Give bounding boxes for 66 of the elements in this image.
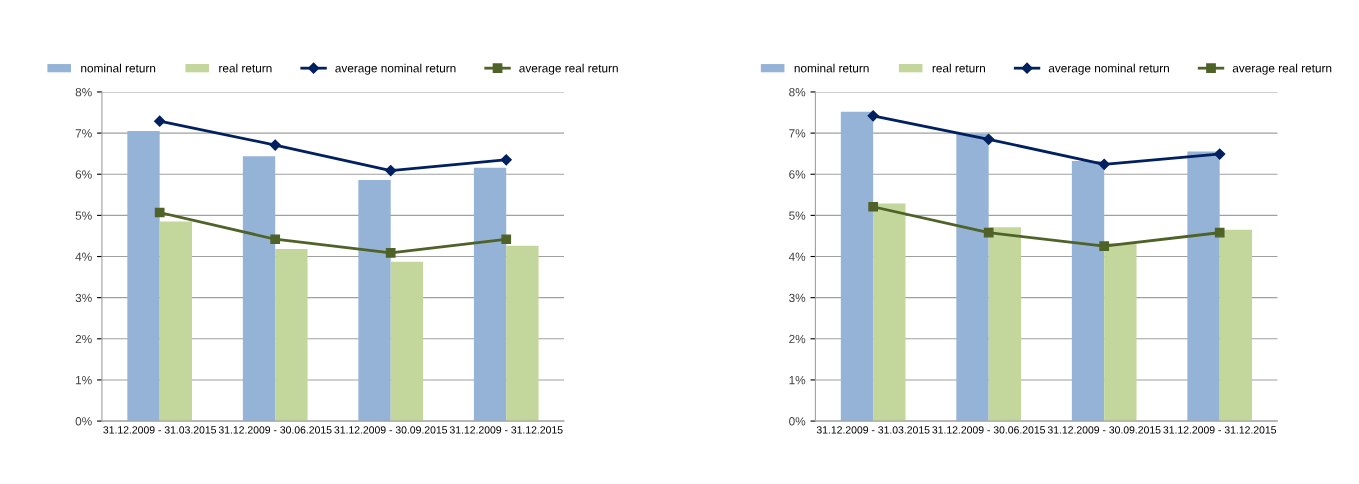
x-tick-label: 31.12.2009 - 30.06.2015: [932, 426, 1045, 434]
bar: [1219, 229, 1253, 422]
bar: [840, 111, 874, 422]
y-tick-label: 5%: [789, 211, 806, 220]
bar: [506, 245, 539, 422]
point: [983, 133, 995, 145]
bar: [275, 249, 308, 422]
y-tick-label: 6%: [789, 170, 806, 179]
point: [500, 154, 512, 166]
point: [154, 207, 165, 218]
legend-label: real return: [219, 63, 272, 73]
legend-label: average nominal return: [335, 63, 456, 75]
bar: [1071, 161, 1105, 422]
y-tick-label: 4%: [788, 252, 806, 261]
y-tick-label: 2%: [75, 334, 92, 344]
bar: [159, 221, 193, 422]
y-tick-label: 8%: [75, 87, 92, 97]
y-tick-label: 2%: [789, 334, 806, 344]
x-tick-label: 31.12.2009 - 30.09.2015: [1047, 426, 1161, 434]
x-tick-label: 31.12.2009 - 31.03.2015: [816, 426, 930, 434]
legend-label: average real return: [1232, 63, 1332, 75]
bar: [988, 227, 1022, 422]
y-tick-label: 4%: [75, 252, 92, 261]
bar: [1104, 242, 1137, 422]
bar: [242, 156, 276, 422]
bar: [956, 133, 989, 422]
point: [269, 139, 281, 151]
x-tick-label: 31.12.2009 - 30.09.2015: [334, 426, 448, 434]
bar: [127, 131, 160, 422]
bar: [1187, 151, 1220, 422]
point: [385, 164, 397, 177]
point: [154, 115, 166, 127]
x-tick-label: 31.12.2009 - 31.12.2015: [449, 426, 563, 434]
bar: [390, 261, 424, 422]
bar: [873, 203, 906, 422]
y-tick-label: 1%: [76, 376, 92, 385]
legend-label: nominal return: [794, 63, 869, 73]
y-tick-label: 3%: [75, 293, 92, 303]
point: [385, 247, 396, 258]
point: [867, 110, 879, 122]
point: [1214, 227, 1225, 238]
legend-label: nominal return: [81, 63, 156, 73]
point: [983, 227, 994, 238]
point: [501, 234, 512, 245]
y-tick-label: 8%: [789, 87, 806, 97]
y-tick-label: 1%: [789, 376, 806, 385]
y-tick-label: 5%: [75, 211, 92, 220]
x-tick-label: 31.12.2009 - 31.03.2015: [103, 426, 217, 434]
point: [1099, 241, 1110, 252]
bar: [358, 180, 391, 422]
point: [270, 234, 281, 245]
y-tick-label: 3%: [789, 293, 806, 303]
y-tick-label: 7%: [789, 129, 806, 138]
bar: [473, 167, 507, 422]
y-tick-label: 0%: [789, 417, 806, 426]
point: [1098, 158, 1110, 170]
y-tick-label: 0%: [75, 417, 92, 426]
point: [1214, 148, 1226, 160]
y-tick-label: 7%: [75, 129, 92, 138]
y-tick-label: 6%: [75, 170, 92, 179]
legend-label: real return: [932, 63, 985, 73]
x-tick-label: 31.12.2009 - 31.12.2015: [1163, 426, 1277, 434]
legend-label: average real return: [519, 63, 618, 75]
legend-label: average nominal return: [1048, 63, 1169, 75]
point: [868, 201, 879, 212]
x-tick-label: 31.12.2009 - 30.06.2015: [218, 426, 332, 434]
